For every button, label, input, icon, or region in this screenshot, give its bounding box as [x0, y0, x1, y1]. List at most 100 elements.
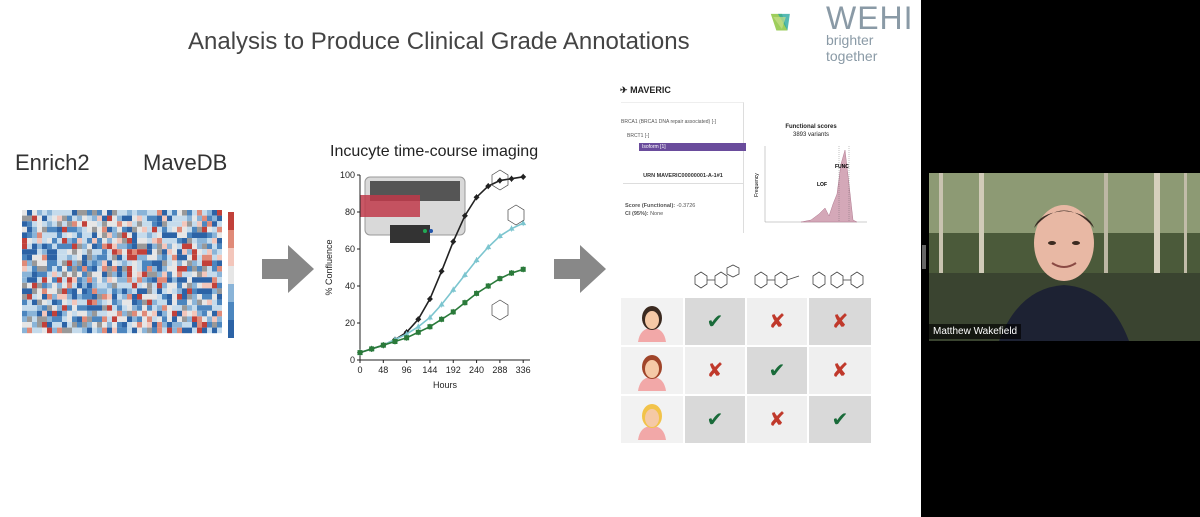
heatmap-cell [27, 243, 32, 250]
heatmap-cell [127, 288, 132, 294]
heatmap-cell [112, 238, 117, 244]
heatmap-cell [217, 221, 222, 227]
heatmap-cell [127, 260, 132, 266]
heatmap-cell [137, 260, 142, 266]
heatmap-cell [67, 282, 72, 289]
heatmap-cell [152, 215, 157, 222]
heatmap-cell [112, 327, 117, 334]
heatmap-cell [42, 294, 47, 300]
participant-video[interactable] [929, 173, 1200, 341]
heatmap-cell [142, 277, 147, 283]
data-point [485, 283, 491, 289]
heatmap-cell [37, 226, 42, 233]
heatmap-cell [142, 221, 147, 227]
heatmap-cell [162, 260, 167, 266]
heatmap-cell [37, 322, 42, 328]
heatmap-cell [107, 254, 112, 261]
response-cell: ✘ [685, 347, 745, 394]
heatmap-cell [147, 294, 152, 300]
heatmap-cell [127, 316, 132, 322]
heatmap-cell [57, 254, 62, 261]
heatmap-cell [67, 316, 72, 322]
heatmap-cell [87, 260, 92, 266]
heatmap-cell [137, 254, 142, 261]
heatmap-cell [147, 226, 152, 233]
heatmap-cell [32, 210, 37, 216]
heatmap-cell [92, 226, 97, 233]
data-point [497, 276, 503, 282]
heatmap-cell [122, 243, 127, 250]
data-point [427, 324, 433, 330]
heatmap-cell [47, 210, 52, 216]
heatmap-cell [132, 249, 137, 255]
heatmap-cell [162, 249, 167, 255]
heatmap-cell [102, 266, 107, 272]
heatmap-cell [62, 260, 67, 266]
heatmap-cell [27, 277, 32, 283]
heatmap-cell [107, 215, 112, 222]
heatmap-cell [52, 266, 57, 272]
panel-divider-handle[interactable] [922, 245, 926, 269]
heatmap-cell [132, 266, 137, 272]
heatmap-cell [217, 327, 222, 334]
heatmap-cell [67, 210, 72, 216]
heatmap-cell [77, 254, 82, 261]
heatmap-cell [77, 299, 82, 306]
heatmap-cell [197, 215, 202, 222]
heatmap-cell [147, 260, 152, 266]
heatmap-cell [107, 238, 112, 244]
heatmap-cell [42, 238, 47, 244]
heatmap-cell [27, 266, 32, 272]
heatmap-cell [177, 215, 182, 222]
heatmap-cell [72, 305, 77, 311]
data-point [426, 295, 433, 302]
heatmap-cell [82, 266, 87, 272]
data-point [508, 225, 515, 231]
heatmap-cell [192, 322, 197, 328]
x-tick-label: 288 [492, 365, 507, 375]
heatmap-cell [132, 322, 137, 328]
heatmap-cell [97, 254, 102, 261]
arrow-right-icon [554, 245, 606, 293]
heatmap-cell [52, 322, 57, 328]
response-cell: ✔ [685, 396, 745, 443]
heatmap-cell [72, 254, 77, 261]
patient-face-icon [638, 305, 666, 342]
heatmap-cell [207, 243, 212, 250]
heatmap-cell [137, 327, 142, 334]
heatmap-cell [197, 271, 202, 278]
heatmap-cell [37, 294, 42, 300]
heatmap-cell [97, 294, 102, 300]
heatmap-cell [82, 271, 87, 278]
patient-face-icon [638, 403, 666, 440]
heatmap-cell [172, 299, 177, 306]
heatmap-cell [87, 243, 92, 250]
plot-title: Functional scores [785, 124, 837, 130]
heatmap-cell [162, 243, 167, 250]
heatmap-cell [122, 327, 127, 334]
x-tick-label: 336 [516, 365, 531, 375]
heatmap-cell [127, 271, 132, 278]
heatmap-cell [72, 243, 77, 250]
heatmap-cell [177, 210, 182, 216]
heatmap-cell [197, 260, 202, 266]
heatmap-cell [217, 305, 222, 311]
heatmap-cell [167, 277, 172, 283]
heatmap-cell [37, 221, 42, 227]
heatmap-cell [162, 221, 167, 227]
heatmap-cell [182, 288, 187, 294]
cross-icon: ✘ [768, 311, 786, 333]
isoform-highlight[interactable]: Isoform [1] [639, 143, 746, 151]
heatmap-cell [177, 310, 182, 317]
heatmap-cell [162, 277, 167, 283]
heatmap-cell [57, 221, 62, 227]
heatmap-cell [207, 232, 212, 238]
y-tick-label: 80 [345, 207, 355, 217]
plot-subtitle: 3893 variants [792, 132, 830, 138]
heatmap-cell [142, 327, 147, 334]
heatmap-cell [32, 266, 37, 272]
heatmap-cell [57, 215, 62, 222]
heatmap-cell [52, 310, 57, 317]
heatmap-cell [202, 282, 207, 289]
heatmap-cell [37, 215, 42, 222]
